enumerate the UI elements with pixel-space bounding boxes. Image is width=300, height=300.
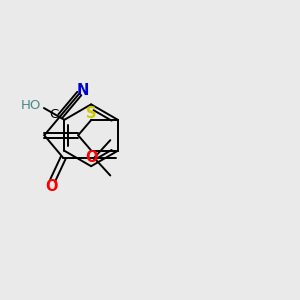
Text: C: C bbox=[50, 108, 59, 121]
Text: S: S bbox=[86, 106, 97, 121]
Text: HO: HO bbox=[21, 99, 41, 112]
Text: O: O bbox=[85, 150, 98, 165]
Text: N: N bbox=[76, 83, 89, 98]
Text: O: O bbox=[45, 179, 57, 194]
